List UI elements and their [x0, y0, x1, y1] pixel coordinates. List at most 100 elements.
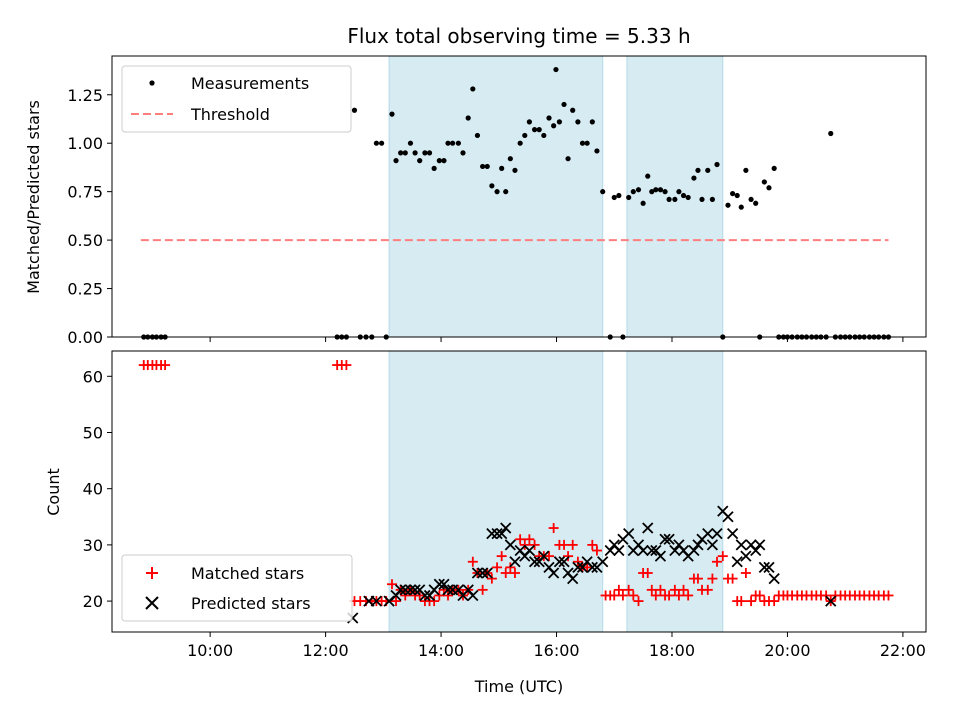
- measurement-point: [480, 163, 486, 170]
- measurement-point: [743, 167, 749, 173]
- matched-star-point: [519, 539, 530, 550]
- predicted-star-point: [706, 539, 719, 551]
- predicted-star-point: [669, 544, 681, 557]
- predicted-star-point: [604, 544, 616, 557]
- bottom-panel: 20 30 40 50 60 10:00 12:00 14:00 16:00 18:00 20:0…: [44, 350, 927, 696]
- matched-star-point: [683, 590, 694, 601]
- x-tick-label: 14:00: [418, 641, 464, 660]
- y-tick-label: 20: [83, 592, 103, 611]
- y-tick-label: 0.00: [67, 328, 103, 347]
- predicted-star-point: [504, 539, 516, 551]
- measurement-point: [657, 187, 664, 193]
- matched-star-point: [477, 584, 488, 595]
- measurement-point: [771, 165, 777, 171]
- measurement-point: [422, 150, 428, 156]
- predicted-star-point: [467, 589, 479, 602]
- measurement-point: [484, 163, 490, 170]
- measurement-point: [503, 189, 509, 195]
- measurement-point: [417, 158, 423, 164]
- measurement-point: [649, 189, 655, 195]
- measurement-point: [676, 189, 682, 195]
- matched-star-point: [613, 584, 624, 595]
- predicted-star-point: [471, 567, 484, 579]
- measurement-point: [616, 192, 622, 199]
- measurement-point: [611, 194, 617, 201]
- measurement-point: [766, 185, 772, 191]
- measurement-point: [626, 194, 632, 201]
- measurement-point: [691, 175, 697, 181]
- matched-star-point: [591, 545, 602, 556]
- measurement-point: [579, 140, 586, 146]
- predicted-star-point: [567, 572, 579, 585]
- x-tick-label: 20:00: [764, 641, 810, 660]
- legend-marker-measurements: [149, 80, 155, 86]
- measurement-point: [600, 189, 606, 195]
- matched-star-point: [769, 596, 780, 607]
- predicted-star-point: [383, 595, 395, 607]
- measurement-point: [489, 183, 495, 189]
- predicted-star-point: [523, 544, 536, 557]
- legend-matched-stars: Matched stars: [191, 564, 304, 583]
- predicted-star-point: [438, 578, 450, 590]
- predicted-star-point: [491, 528, 503, 540]
- predicted-star-point: [722, 511, 734, 523]
- matched-star-point: [505, 562, 516, 573]
- predicted-star-point: [768, 572, 780, 585]
- predicted-star-point: [740, 550, 752, 562]
- predicted-star-point: [586, 561, 598, 574]
- y-tick-label: 1.25: [67, 86, 103, 105]
- predicted-star-point: [553, 556, 566, 568]
- predicted-star-point: [711, 528, 723, 540]
- top-axes-frame: [111, 55, 927, 338]
- matched-star-point: [442, 590, 453, 601]
- matched-star-point: [515, 534, 526, 545]
- measurement-point: [630, 189, 636, 195]
- matched-star-point: [669, 584, 680, 595]
- predicted-star-point: [763, 561, 775, 574]
- predicted-star-point: [663, 533, 675, 545]
- matched-star-point: [563, 551, 574, 562]
- measurement-point: [512, 167, 518, 173]
- measurement-point: [705, 167, 711, 173]
- measurement-point: [541, 132, 547, 139]
- matched-star-point: [664, 590, 675, 601]
- measurement-point: [379, 140, 385, 146]
- measurement-point: [653, 187, 659, 193]
- matched-star-point: [160, 360, 171, 371]
- predicted-star-point: [528, 556, 541, 568]
- measurement-point: [640, 200, 646, 206]
- top-y-axis-title: Matched/Predicted stars: [24, 100, 43, 294]
- measurement-point: [351, 107, 358, 113]
- y-tick-label: 0.75: [67, 183, 103, 202]
- measurement-point: [507, 156, 513, 162]
- measurement-point: [470, 86, 476, 92]
- measurement-point: [553, 66, 559, 73]
- predicted-star-point: [419, 589, 431, 602]
- matched-star-point: [673, 590, 684, 601]
- predicted-star-point: [572, 561, 584, 574]
- measurement-point: [398, 150, 404, 156]
- matched-star-point: [400, 590, 411, 601]
- predicted-star-point: [735, 539, 747, 551]
- matched-star-point: [414, 590, 425, 601]
- matched-star-point: [707, 573, 718, 584]
- predicted-star-point: [613, 544, 625, 557]
- matched-star-point: [650, 590, 661, 601]
- matched-star-point: [486, 573, 497, 584]
- observing-interval-shade: [388, 350, 604, 633]
- measurement-point: [436, 158, 442, 164]
- matched-star-point: [509, 567, 520, 578]
- predicted-star-point: [642, 522, 654, 534]
- matched-star-point: [692, 573, 703, 584]
- matched-star-point: [587, 539, 598, 550]
- matched-star-point: [582, 562, 593, 573]
- legend-predicted-stars: Predicted stars: [191, 594, 311, 613]
- measurement-point: [536, 127, 542, 133]
- measurement-point: [373, 140, 380, 146]
- measurement-point: [575, 119, 581, 125]
- y-tick-label: 50: [83, 423, 103, 442]
- predicted-star-point: [758, 561, 770, 574]
- matched-star-point: [496, 551, 507, 562]
- measurement-point: [584, 140, 590, 146]
